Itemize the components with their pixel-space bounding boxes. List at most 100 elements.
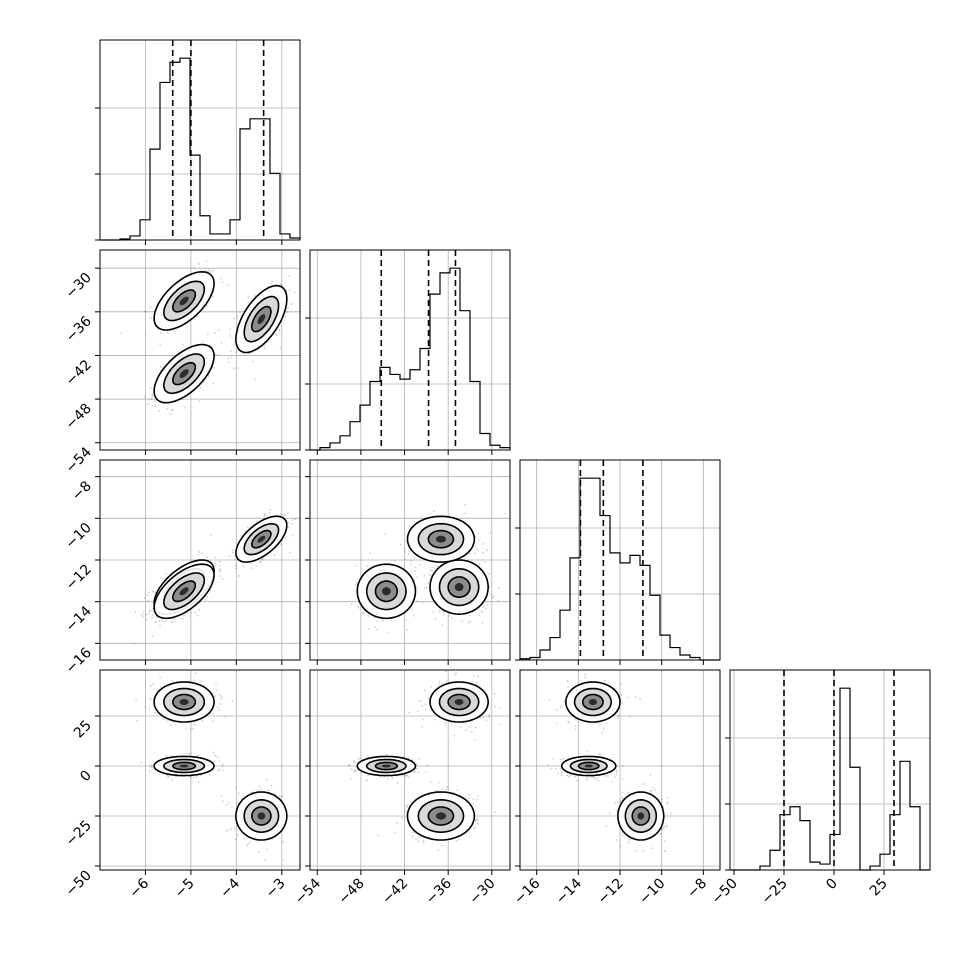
contour-line-0-1 xyxy=(438,567,480,607)
panel-frame xyxy=(99,249,301,451)
histogram-panel-p1 xyxy=(305,249,511,451)
panel-frame xyxy=(309,669,511,871)
y-tick-label-p2-2: −12 xyxy=(63,562,95,594)
x-axis-p3: −50 −25 0 25 xyxy=(709,870,891,908)
panel-body xyxy=(520,670,720,870)
contour-line-0-1 xyxy=(162,280,206,322)
panel-frame xyxy=(309,249,511,451)
contour-line-2-1 xyxy=(624,798,658,834)
inner-x-ticks xyxy=(316,660,493,665)
x-axis-p0: −6 −5 −4 −3 xyxy=(126,870,289,902)
scatter-panel-p0-p2 xyxy=(99,459,301,661)
contour-line-1-1 xyxy=(365,572,407,611)
x-tick-label-p3-0: −50 xyxy=(709,876,741,908)
density-peak xyxy=(257,812,266,820)
inner-x-ticks xyxy=(144,240,283,245)
contour-line-2-1 xyxy=(243,522,280,556)
density-peak xyxy=(454,699,464,705)
x-tick-label-p2-3: −10 xyxy=(636,876,668,908)
inner-x-ticks xyxy=(144,450,283,455)
contour-line-0-0 xyxy=(429,681,490,723)
contour-line-1-0 xyxy=(356,755,417,777)
contour-line-1-1 xyxy=(162,758,206,774)
density-peak xyxy=(588,699,597,705)
x-tick-label-p1-1: −48 xyxy=(336,876,368,908)
inner-x-ticks xyxy=(316,450,493,455)
y-tick-label-p2-0: −16 xyxy=(63,645,95,677)
x-tick-label-p2-4: −8 xyxy=(684,876,710,902)
density-peak xyxy=(257,535,266,543)
y-tick-label-p3-0: −50 xyxy=(63,868,95,900)
y-tick-label-p2-1: −14 xyxy=(63,603,95,635)
contour-line-2-1 xyxy=(417,798,465,834)
x-tick-label-p1-2: −42 xyxy=(379,876,411,908)
panel-frame xyxy=(99,39,301,241)
density-peak xyxy=(179,699,189,705)
y-tick-label-p1-1: −48 xyxy=(63,401,95,433)
histogram-p3 xyxy=(730,687,930,871)
x-tick-label-p1-3: −36 xyxy=(423,875,455,907)
histogram-p0 xyxy=(100,57,301,241)
contour-line-1-1 xyxy=(569,758,608,774)
contour-line-0-2 xyxy=(171,289,197,313)
y-tick-label-p1-0: −54 xyxy=(63,444,95,476)
x-tick-label-p0-1: −5 xyxy=(172,876,198,902)
scatter-points xyxy=(133,509,300,645)
x-tick-label-p3-3: 25 xyxy=(867,876,891,900)
panel-body xyxy=(310,670,510,870)
y-tick-label-p3-3: 25 xyxy=(71,718,95,742)
inner-y-ticks xyxy=(305,476,310,644)
panel-body xyxy=(100,460,300,660)
contour-line-0-2 xyxy=(171,693,197,711)
scatter-panel-p0-p1 xyxy=(99,249,301,451)
density-peak xyxy=(179,587,189,596)
histogram-panel-p0 xyxy=(95,39,301,241)
x-tick-label-p1-4: −30 xyxy=(466,876,498,908)
contour-line-2-2 xyxy=(250,305,272,333)
x-tick-label-p1-0: −54 xyxy=(292,875,324,907)
density-peak xyxy=(179,296,189,306)
y-axis-p1: −54 −48 −42 −36 −30 xyxy=(63,267,100,476)
contour-line-0-1 xyxy=(438,687,480,717)
x-tick-label-p3-1: −25 xyxy=(759,876,791,908)
contour-line-2-1 xyxy=(243,798,280,834)
contour-line-1-0 xyxy=(153,343,215,404)
x-tick-label-p2-2: −12 xyxy=(595,876,627,908)
histogram-p2 xyxy=(519,477,720,661)
contour-line-0-1 xyxy=(162,687,206,717)
contour-line-2-1 xyxy=(417,522,465,556)
inner-y-ticks xyxy=(515,715,520,867)
scatter-panel-p1-p2 xyxy=(309,459,511,661)
panel-frame xyxy=(99,669,301,871)
x-tick-label-p0-0: −6 xyxy=(126,875,152,901)
density-peak xyxy=(584,764,593,768)
density-peak xyxy=(382,587,391,596)
histogram-p1 xyxy=(310,267,511,451)
y-tick-label-p1-4: −30 xyxy=(63,270,95,302)
y-tick-label-p2-3: −10 xyxy=(63,520,95,552)
density-peak xyxy=(382,764,391,768)
contour-line-2-2 xyxy=(250,806,272,826)
x-tick-label-p2-0: −16 xyxy=(511,875,543,907)
contour-line-2-0 xyxy=(235,284,288,354)
contour-line-1-2 xyxy=(374,580,399,603)
contour-line-2-0 xyxy=(406,791,476,841)
y-tick-label-p3-1: −25 xyxy=(63,818,95,850)
contour-line-2-2 xyxy=(427,806,455,826)
density-peak xyxy=(435,535,446,543)
density-peak xyxy=(257,314,266,325)
contour-line-2-2 xyxy=(250,529,272,549)
contour-line-0-2 xyxy=(447,576,471,598)
contour-line-2-0 xyxy=(406,515,476,563)
contour-line-1-2 xyxy=(577,761,600,771)
histogram-panel-p3 xyxy=(725,669,931,871)
contour-line-0-2 xyxy=(447,693,471,711)
contour-line-0-0 xyxy=(153,270,215,331)
contour-line-0-2 xyxy=(582,693,604,711)
x-tick-label-p3-2: 0 xyxy=(823,876,841,894)
density-peak xyxy=(454,583,464,592)
contour-line-1-2 xyxy=(171,580,197,603)
scatter-panel-p0-p3 xyxy=(99,669,301,871)
contour-line-1-1 xyxy=(162,353,206,395)
contour-line-2-0 xyxy=(235,515,288,563)
